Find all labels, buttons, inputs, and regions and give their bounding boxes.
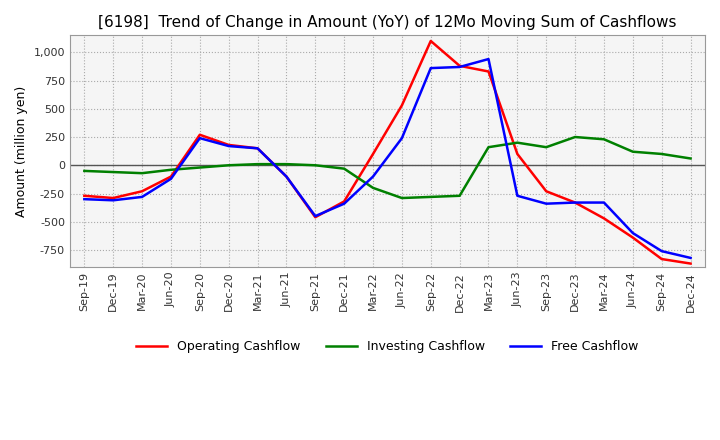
Operating Cashflow	[253, 146, 262, 151]
Operating Cashflow	[166, 174, 175, 179]
Free Cashflow	[80, 197, 89, 202]
Operating Cashflow	[426, 38, 435, 44]
Legend: Operating Cashflow, Investing Cashflow, Free Cashflow: Operating Cashflow, Investing Cashflow, …	[131, 335, 644, 358]
Investing Cashflow	[657, 151, 666, 157]
Operating Cashflow	[340, 199, 348, 204]
Operating Cashflow	[657, 257, 666, 262]
Investing Cashflow	[166, 167, 175, 172]
Investing Cashflow	[513, 140, 522, 145]
Investing Cashflow	[369, 185, 377, 191]
Investing Cashflow	[311, 163, 320, 168]
Free Cashflow	[138, 194, 146, 200]
Operating Cashflow	[455, 63, 464, 69]
Operating Cashflow	[397, 103, 406, 108]
Free Cashflow	[571, 200, 580, 205]
Free Cashflow	[253, 146, 262, 151]
Free Cashflow	[513, 193, 522, 198]
Operating Cashflow	[571, 200, 580, 205]
Free Cashflow	[340, 201, 348, 206]
Operating Cashflow	[629, 235, 637, 240]
Investing Cashflow	[571, 134, 580, 139]
Investing Cashflow	[397, 195, 406, 201]
Free Cashflow	[196, 136, 204, 141]
Free Cashflow	[369, 174, 377, 179]
Line: Investing Cashflow: Investing Cashflow	[84, 137, 690, 198]
Investing Cashflow	[426, 194, 435, 200]
Free Cashflow	[311, 213, 320, 219]
Free Cashflow	[426, 66, 435, 71]
Free Cashflow	[542, 201, 551, 206]
Free Cashflow	[657, 249, 666, 254]
Operating Cashflow	[542, 189, 551, 194]
Investing Cashflow	[340, 166, 348, 171]
Free Cashflow	[686, 255, 695, 260]
Investing Cashflow	[225, 163, 233, 168]
Free Cashflow	[166, 176, 175, 181]
Operating Cashflow	[600, 216, 608, 221]
Operating Cashflow	[311, 215, 320, 220]
Investing Cashflow	[138, 171, 146, 176]
Investing Cashflow	[196, 165, 204, 170]
Operating Cashflow	[138, 189, 146, 194]
Free Cashflow	[600, 200, 608, 205]
Investing Cashflow	[253, 161, 262, 167]
Free Cashflow	[455, 64, 464, 70]
Free Cashflow	[109, 198, 117, 203]
Operating Cashflow	[369, 151, 377, 157]
Free Cashflow	[397, 136, 406, 141]
Investing Cashflow	[542, 145, 551, 150]
Y-axis label: Amount (million yen): Amount (million yen)	[15, 85, 28, 217]
Free Cashflow	[629, 231, 637, 236]
Free Cashflow	[484, 56, 492, 62]
Line: Operating Cashflow: Operating Cashflow	[84, 41, 690, 264]
Free Cashflow	[225, 143, 233, 149]
Operating Cashflow	[282, 174, 291, 179]
Investing Cashflow	[686, 156, 695, 161]
Operating Cashflow	[513, 151, 522, 157]
Operating Cashflow	[196, 132, 204, 137]
Investing Cashflow	[484, 145, 492, 150]
Operating Cashflow	[484, 69, 492, 74]
Operating Cashflow	[80, 193, 89, 198]
Investing Cashflow	[629, 149, 637, 154]
Title: [6198]  Trend of Change in Amount (YoY) of 12Mo Moving Sum of Cashflows: [6198] Trend of Change in Amount (YoY) o…	[98, 15, 677, 30]
Line: Free Cashflow: Free Cashflow	[84, 59, 690, 258]
Investing Cashflow	[455, 193, 464, 198]
Investing Cashflow	[80, 168, 89, 173]
Free Cashflow	[282, 174, 291, 179]
Operating Cashflow	[225, 142, 233, 147]
Investing Cashflow	[109, 169, 117, 175]
Investing Cashflow	[600, 137, 608, 142]
Operating Cashflow	[109, 195, 117, 201]
Operating Cashflow	[686, 261, 695, 266]
Investing Cashflow	[282, 161, 291, 167]
